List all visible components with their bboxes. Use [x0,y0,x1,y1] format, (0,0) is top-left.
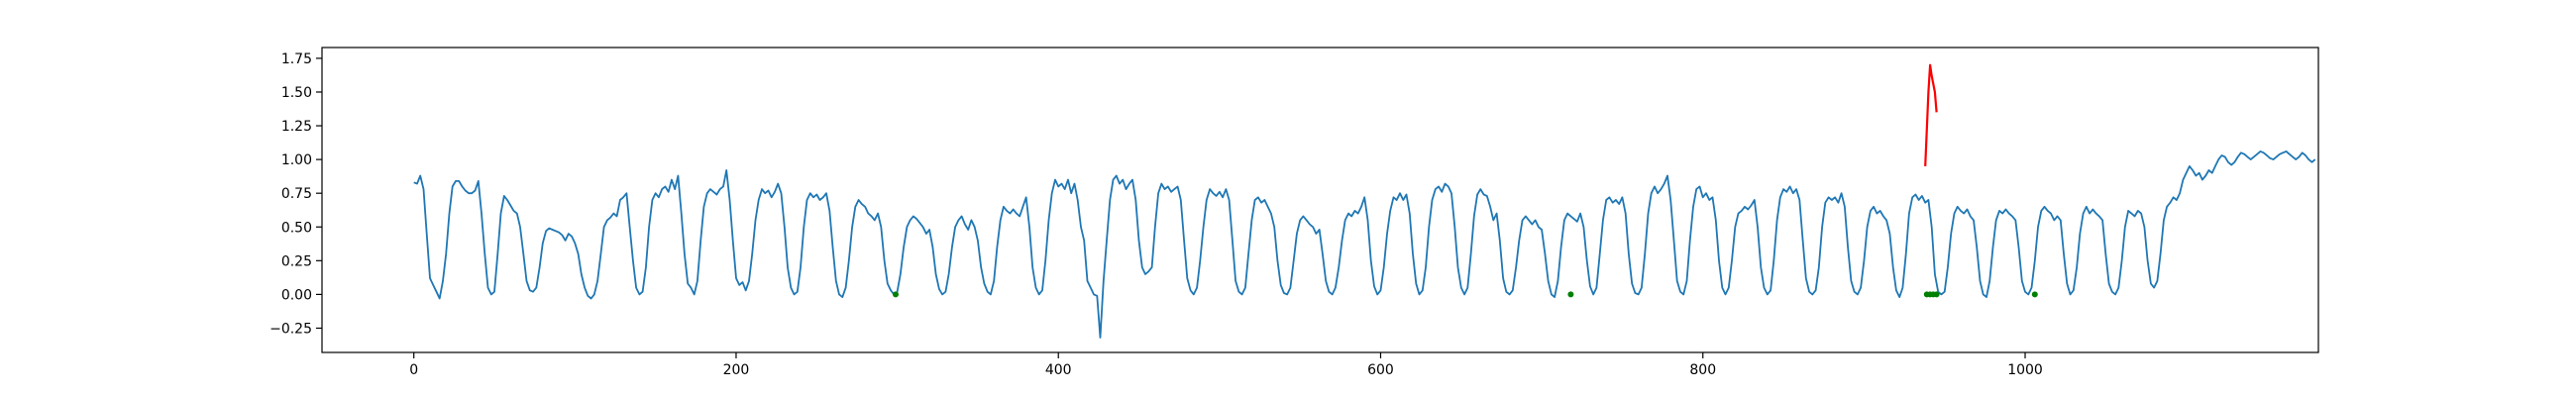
y-tick-label: 0.00 [281,287,312,303]
plot-area [413,63,2316,339]
y-tick-label: −0.25 [269,321,312,337]
x-tick-label: 800 [1689,362,1716,378]
x-tick-label: 1000 [2007,362,2043,378]
x-tick-label: 600 [1367,362,1394,378]
y-tick-label: 1.00 [281,152,312,168]
axes-frame [321,47,2319,353]
x-axis: 0 200 400 600 800 1000 [409,352,2043,378]
y-tick-label: 1.50 [281,85,312,101]
x-tick-label: 0 [409,362,418,378]
y-tick-label: 0.50 [281,220,312,236]
anomaly-marker [1567,291,1574,298]
x-tick-label: 400 [1045,362,1072,378]
anomaly-marker [893,291,899,298]
x-tick-label: 200 [723,362,750,378]
y-tick-label: 1.75 [281,51,312,67]
signal-line [413,150,2316,339]
y-axis: −0.25 0.00 0.25 0.50 0.75 1.00 1.25 1.50 1.75 [269,51,322,337]
anomaly-line [1924,63,1938,166]
anomaly-marker [2031,291,2038,298]
anomaly-marker [1933,291,1940,298]
y-tick-label: 1.25 [281,119,312,135]
y-tick-label: 0.75 [281,186,312,202]
y-tick-label: 0.25 [281,253,312,269]
